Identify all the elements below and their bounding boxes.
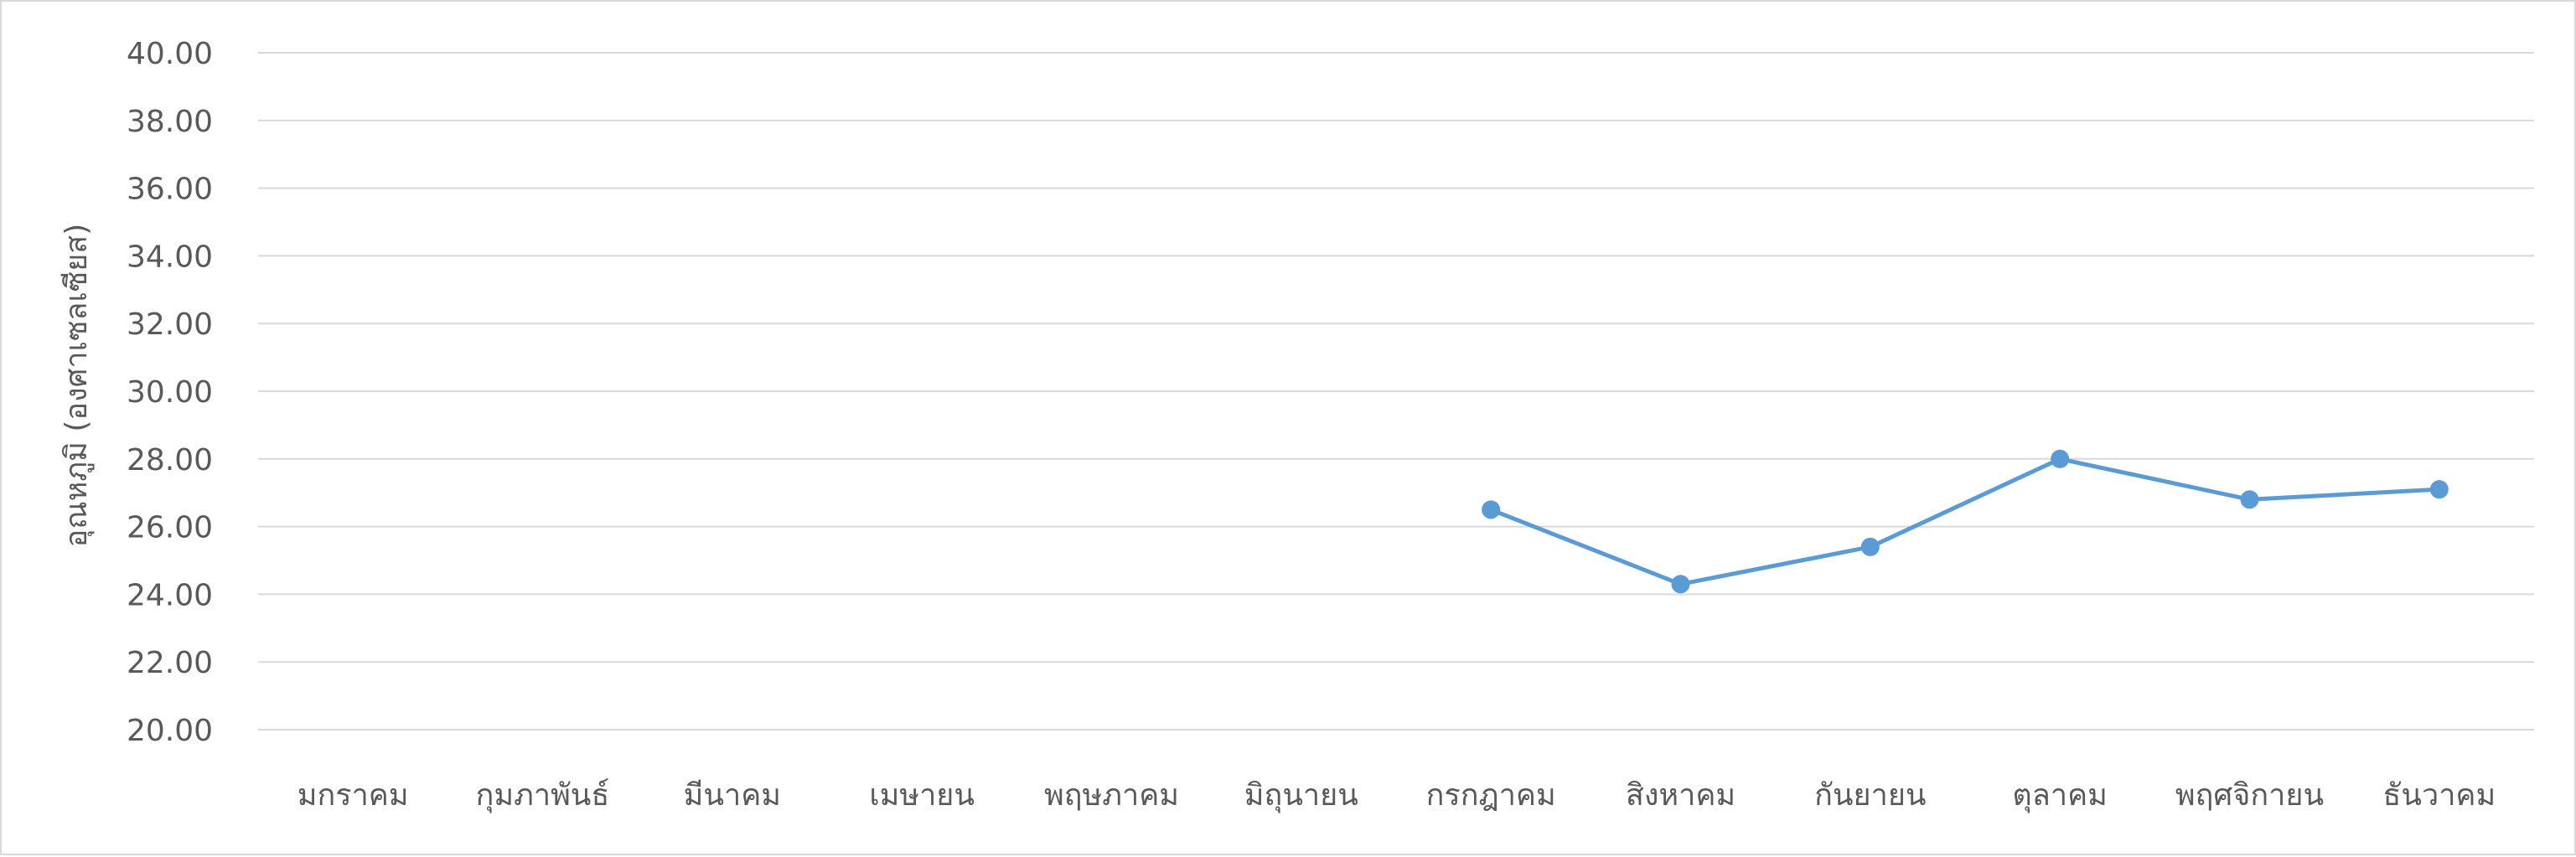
x-axis-tick-labels: มกราคม กุมภาพันธ์ มีนาคม เมษายน พฤษภาคม มิถุน… <box>297 778 2496 813</box>
x-tick-label: กันยายน <box>1814 778 1926 813</box>
data-point <box>2429 480 2449 499</box>
data-point <box>1482 500 1501 519</box>
x-tick-label: มกราคม <box>297 778 409 813</box>
y-tick-label: 24.00 <box>127 578 213 612</box>
x-tick-label: มิถุนายน <box>1244 778 1358 813</box>
x-tick-label: เมษายน <box>869 778 975 813</box>
y-tick-label: 36.00 <box>127 173 213 207</box>
y-axis-tick-labels: 20.00 22.00 24.00 26.00 28.00 30.00 32.00 34.00… <box>127 37 213 748</box>
x-tick-label: มีนาคม <box>684 778 781 813</box>
y-tick-label: 22.00 <box>127 646 213 680</box>
x-tick-label: พฤศจิกายน <box>2175 778 2324 813</box>
data-point <box>2051 449 2070 468</box>
gridlines <box>258 52 2534 731</box>
series-layer <box>1482 449 2449 594</box>
data-point <box>1860 537 1880 556</box>
y-tick-label: 34.00 <box>127 240 213 274</box>
y-tick-label: 20.00 <box>127 714 213 748</box>
y-tick-label: 30.00 <box>127 375 213 410</box>
y-tick-label: 38.00 <box>127 105 213 139</box>
series-line <box>1490 457 2439 586</box>
x-tick-label: พฤษภาคม <box>1044 778 1179 813</box>
x-tick-label: ธันวาคม <box>2382 778 2496 813</box>
x-tick-label: กรกฎาคม <box>1426 778 1556 813</box>
data-point <box>2240 490 2259 509</box>
x-tick-label: ตุลาคม <box>2012 778 2107 813</box>
y-axis-title: อุณหภูมิ (องศาเซลเซียส) <box>59 224 95 548</box>
data-point <box>1671 575 1690 594</box>
y-tick-label: 26.00 <box>127 511 213 545</box>
y-tick-label: 32.00 <box>127 307 213 342</box>
y-tick-label: 28.00 <box>127 443 213 478</box>
y-tick-label: 40.00 <box>127 37 213 71</box>
x-tick-label: สิงหาคม <box>1626 778 1735 813</box>
x-tick-label: กุมภาพันธ์ <box>476 778 610 813</box>
